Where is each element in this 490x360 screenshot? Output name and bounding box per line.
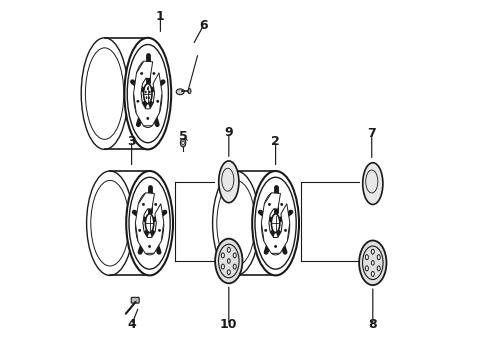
Text: 1: 1: [156, 10, 165, 23]
Polygon shape: [153, 94, 162, 113]
Polygon shape: [134, 61, 162, 126]
FancyBboxPatch shape: [131, 297, 139, 303]
Polygon shape: [134, 94, 142, 113]
Ellipse shape: [180, 139, 186, 147]
Ellipse shape: [126, 171, 173, 275]
Ellipse shape: [271, 214, 280, 233]
Ellipse shape: [227, 259, 230, 263]
Ellipse shape: [156, 100, 159, 103]
Polygon shape: [135, 193, 164, 253]
Polygon shape: [138, 193, 147, 214]
Ellipse shape: [221, 264, 224, 269]
Polygon shape: [281, 224, 290, 241]
Ellipse shape: [233, 264, 236, 269]
Ellipse shape: [176, 89, 184, 95]
Text: 9: 9: [224, 126, 233, 139]
Polygon shape: [144, 109, 152, 127]
Ellipse shape: [221, 253, 224, 258]
Ellipse shape: [124, 38, 171, 149]
Polygon shape: [261, 224, 270, 241]
Ellipse shape: [359, 240, 387, 285]
Ellipse shape: [148, 96, 149, 99]
Ellipse shape: [284, 229, 287, 232]
Ellipse shape: [146, 96, 147, 99]
Ellipse shape: [371, 249, 374, 254]
Text: 6: 6: [199, 19, 208, 32]
Ellipse shape: [280, 203, 283, 206]
Ellipse shape: [252, 171, 299, 275]
Text: 10: 10: [220, 318, 238, 331]
Text: 2: 2: [271, 135, 280, 148]
Ellipse shape: [136, 100, 139, 103]
Text: 4: 4: [127, 318, 136, 331]
Ellipse shape: [158, 229, 161, 232]
Ellipse shape: [377, 255, 380, 260]
Ellipse shape: [227, 270, 230, 275]
Ellipse shape: [366, 255, 368, 260]
Text: 3: 3: [127, 135, 136, 148]
Ellipse shape: [146, 214, 154, 233]
Ellipse shape: [215, 239, 243, 283]
Ellipse shape: [227, 247, 230, 252]
Ellipse shape: [148, 245, 151, 248]
Ellipse shape: [377, 266, 380, 271]
Polygon shape: [261, 193, 290, 253]
Text: 7: 7: [368, 127, 376, 140]
Ellipse shape: [264, 229, 267, 232]
Ellipse shape: [129, 177, 170, 269]
Ellipse shape: [142, 203, 145, 206]
Text: 8: 8: [368, 318, 377, 331]
Ellipse shape: [144, 84, 152, 104]
Polygon shape: [137, 62, 146, 84]
Ellipse shape: [188, 89, 191, 94]
Polygon shape: [135, 224, 144, 241]
Ellipse shape: [233, 253, 236, 258]
Ellipse shape: [219, 161, 239, 203]
Ellipse shape: [255, 177, 296, 269]
Ellipse shape: [366, 266, 368, 271]
Ellipse shape: [371, 271, 374, 276]
Ellipse shape: [268, 203, 271, 206]
Ellipse shape: [127, 45, 169, 143]
Ellipse shape: [147, 117, 149, 120]
Ellipse shape: [154, 203, 157, 206]
Ellipse shape: [140, 72, 143, 75]
Ellipse shape: [363, 163, 383, 204]
Polygon shape: [146, 238, 153, 255]
Polygon shape: [265, 193, 273, 214]
Ellipse shape: [182, 141, 184, 145]
Ellipse shape: [149, 91, 150, 93]
Ellipse shape: [147, 87, 148, 90]
Polygon shape: [271, 238, 279, 255]
Ellipse shape: [138, 229, 141, 232]
Ellipse shape: [274, 245, 277, 248]
Text: 5: 5: [179, 130, 188, 143]
Ellipse shape: [371, 261, 374, 265]
Ellipse shape: [152, 72, 155, 75]
Polygon shape: [155, 224, 164, 241]
